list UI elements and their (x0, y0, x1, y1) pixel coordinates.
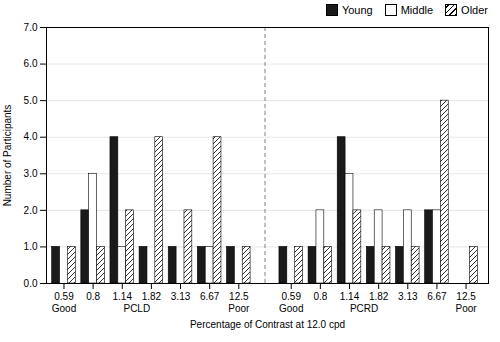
svg-text:6.0: 6.0 (24, 58, 38, 69)
svg-text:PCLD: PCLD (123, 303, 150, 314)
svg-text:3.13: 3.13 (398, 291, 418, 302)
svg-text:0.8: 0.8 (86, 291, 100, 302)
svg-text:0.8: 0.8 (313, 291, 327, 302)
svg-text:Number of Participants: Number of Participants (2, 105, 13, 207)
html-text:Older: Older (461, 4, 488, 16)
svg-text:6.67: 6.67 (427, 291, 447, 302)
svg-text:1.82: 1.82 (369, 291, 389, 302)
svg-text:12.5: 12.5 (229, 291, 249, 302)
svg-text:12.5: 12.5 (456, 291, 476, 302)
svg-text:PCRD: PCRD (350, 303, 378, 314)
svg-text:Good: Good (279, 303, 303, 314)
svg-text:1.14: 1.14 (113, 291, 133, 302)
html-text:Young: Young (341, 4, 373, 16)
svg-text:7.0: 7.0 (24, 22, 38, 33)
svg-text:Poor: Poor (456, 303, 478, 314)
svg-text:5.0: 5.0 (24, 95, 38, 106)
svg-text:0.0: 0.0 (24, 278, 38, 289)
svg-text:0.59: 0.59 (282, 291, 302, 302)
svg-text:Percentage of Contrast at 12.0: Percentage of Contrast at 12.0 cpd (190, 319, 345, 330)
svg-text:1.14: 1.14 (340, 291, 360, 302)
svg-text:Good: Good (52, 303, 76, 314)
svg-text:6.67: 6.67 (200, 291, 220, 302)
svg-text:1.82: 1.82 (142, 291, 162, 302)
svg-text:1.0: 1.0 (24, 241, 38, 252)
html-text:Middle: Middle (400, 4, 434, 16)
svg-text:3.13: 3.13 (171, 291, 191, 302)
svg-text:0.59: 0.59 (54, 291, 74, 302)
svg-text:3.0: 3.0 (24, 168, 38, 179)
svg-text:2.0: 2.0 (24, 205, 38, 216)
svg-text:4.0: 4.0 (24, 131, 38, 142)
svg-text:Poor: Poor (228, 303, 250, 314)
